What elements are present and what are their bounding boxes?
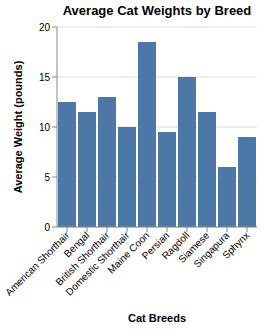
bar (198, 112, 216, 227)
grid-line (57, 27, 257, 28)
bars (58, 42, 256, 227)
bar (218, 167, 236, 227)
x-tick (67, 227, 68, 232)
bar (178, 77, 196, 227)
x-tick (207, 227, 208, 232)
x-tick (127, 227, 128, 232)
bar (98, 97, 116, 227)
x-tick (147, 227, 148, 232)
y-axis-title: Average Weight (pounds) (12, 60, 24, 193)
y-tick (52, 77, 57, 78)
x-tick (247, 227, 248, 232)
y-tick-label: 20 (39, 22, 51, 33)
bar (238, 137, 256, 227)
bar (58, 102, 76, 227)
x-tick (167, 227, 168, 232)
y-tick-label: 5 (44, 172, 50, 183)
x-tick (87, 227, 88, 232)
x-tick (187, 227, 188, 232)
bar (78, 112, 96, 227)
y-tick (52, 27, 57, 28)
x-tick (227, 227, 228, 232)
bar (138, 42, 156, 227)
chart: 05101520American ShorthairBengalBritish … (0, 0, 280, 330)
y-tick (52, 127, 57, 128)
x-tick-label: Sphynx (220, 230, 251, 261)
y-tick-label: 15 (39, 72, 51, 83)
y-tick-label: 0 (44, 222, 50, 233)
y-tick (52, 177, 57, 178)
bar (158, 132, 176, 227)
x-tick (107, 227, 108, 232)
y-tick-label: 10 (39, 122, 51, 133)
y-axis (57, 27, 58, 227)
grid-line (57, 77, 257, 78)
x-tick-label: American Shorthair (3, 229, 72, 298)
title: Average Cat Weights by Breed (63, 3, 252, 18)
x-axis-title: Cat Breeds (128, 312, 186, 324)
bar (118, 127, 136, 227)
y-tick (52, 227, 57, 228)
